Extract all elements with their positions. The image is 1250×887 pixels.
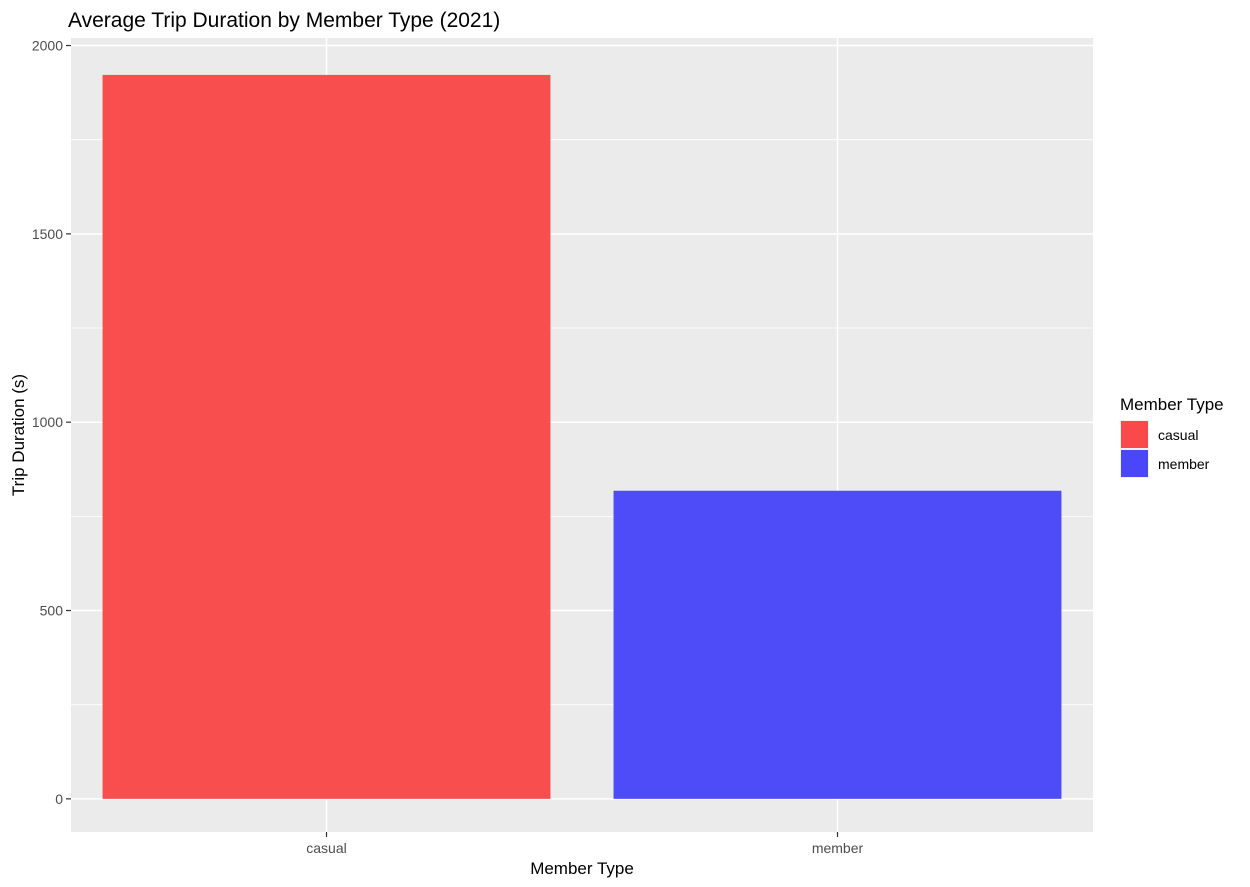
- legend-label-member: member: [1158, 456, 1210, 472]
- bar-casual: [102, 74, 551, 799]
- legend-label-casual: casual: [1158, 427, 1198, 443]
- y-tick-label: 500: [40, 603, 64, 619]
- y-tick-label: 2000: [32, 38, 63, 54]
- bar-member: [613, 490, 1062, 799]
- y-tick-label: 0: [55, 791, 63, 807]
- legend: Member Type casual member: [1120, 395, 1224, 478]
- bars: [102, 74, 1062, 799]
- x-axis-title: Member Type: [530, 859, 634, 878]
- y-axis: 0 500 1000 1500 2000: [32, 38, 71, 807]
- x-tick-label: casual: [306, 840, 346, 856]
- chart-title: Average Trip Duration by Member Type (20…: [68, 9, 500, 32]
- y-tick-label: 1500: [32, 226, 63, 242]
- y-tick-label: 1000: [32, 414, 63, 430]
- x-axis: casual member: [306, 832, 864, 856]
- x-tick-label: member: [812, 840, 864, 856]
- legend-title: Member Type: [1120, 395, 1224, 414]
- legend-swatch-casual: [1121, 421, 1148, 448]
- legend-swatch-member: [1121, 450, 1148, 477]
- y-axis-title: Trip Duration (s): [9, 374, 28, 496]
